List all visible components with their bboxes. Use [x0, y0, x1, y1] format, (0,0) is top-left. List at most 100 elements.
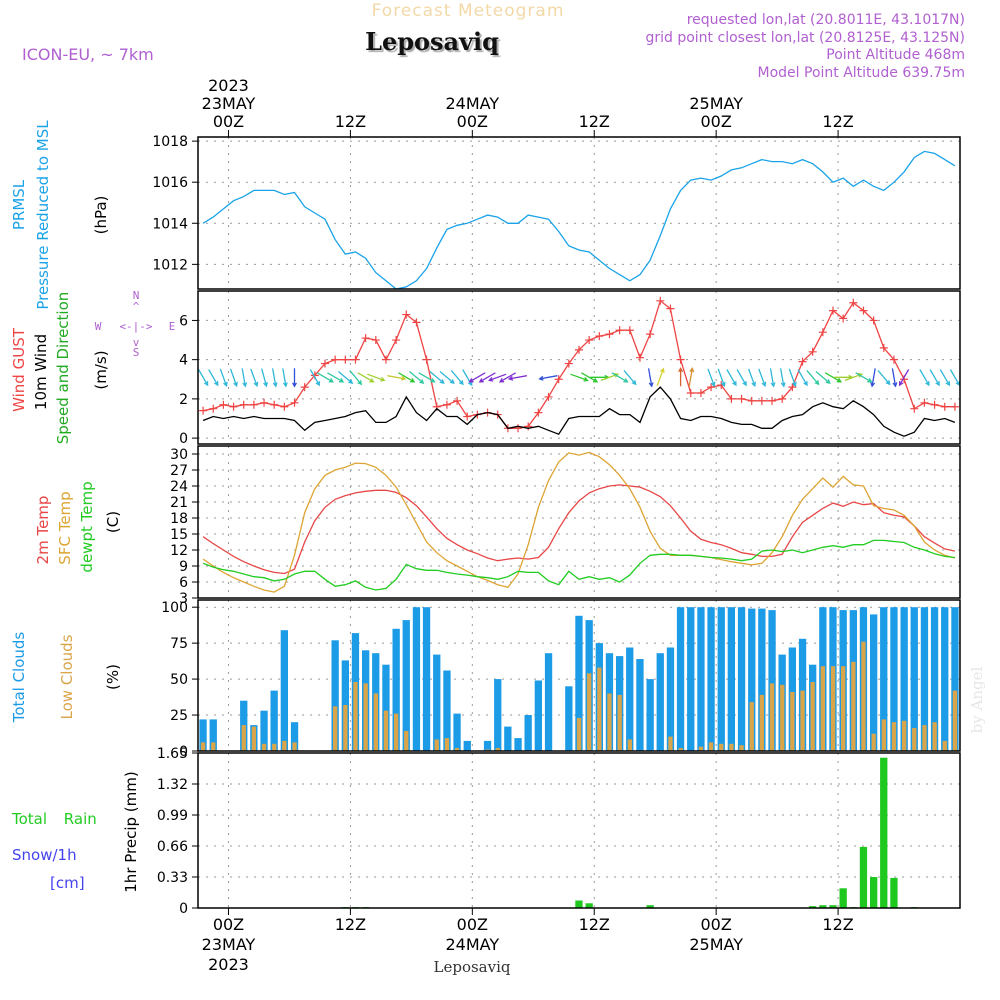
gust-marker	[585, 336, 594, 345]
wind-ylabel-line2: 10m Wind	[32, 334, 50, 410]
gust-marker	[737, 394, 746, 403]
cloud-ylabel-line2: Low Clouds	[58, 634, 76, 719]
temp-labels: 2m Temp SFC Temp dewpt Temp (C)	[34, 481, 122, 572]
total-rain-bar	[880, 757, 888, 908]
wind-direction-arrow	[877, 369, 891, 386]
top-axis-label: 12Z	[579, 112, 610, 131]
y-tick-label: 50	[170, 672, 188, 688]
gust-marker	[859, 306, 868, 315]
total-clouds-bar	[534, 680, 542, 751]
gust-marker	[402, 310, 411, 319]
bottom-axis-label: 12Z	[335, 915, 366, 934]
wind-direction-arrow	[387, 375, 407, 381]
wind-direction-arrow	[488, 373, 507, 382]
bottom-axis-label: 23MAY	[202, 935, 256, 954]
precip-label-snow: Snow/1h	[12, 846, 77, 864]
gust-marker	[646, 330, 655, 339]
total-clouds-bar	[870, 614, 878, 751]
gust-marker	[524, 422, 533, 431]
total-clouds-bar	[433, 654, 441, 751]
gust-marker	[554, 375, 563, 384]
wind-direction-arrow	[898, 369, 910, 387]
low-clouds-bar	[434, 739, 439, 751]
requested-coords: requested lon,lat (20.8011E, 43.1017N)	[687, 12, 965, 28]
top-axis-label: 25MAY	[689, 94, 743, 113]
gust-marker	[280, 402, 289, 411]
low-clouds-bar	[272, 743, 277, 751]
y-tick-label: 0.99	[157, 808, 188, 824]
y-tick-label: 0	[179, 431, 188, 447]
wind-direction-arrow	[468, 372, 486, 383]
gust-marker	[544, 392, 553, 401]
wind-direction-arrow	[747, 368, 757, 388]
gust-marker	[199, 406, 208, 415]
wind-direction-arrow	[219, 368, 228, 388]
gust-marker	[686, 389, 695, 397]
precip-unit: 1hr Precip (mm)	[122, 771, 140, 892]
top-axis-label: 12Z	[335, 112, 366, 131]
top-axis-label: 2023	[208, 76, 249, 95]
gust-marker	[534, 408, 543, 417]
sfc-temp-line	[202, 451, 956, 593]
top-axis-label: 00Z	[457, 112, 488, 131]
low-clouds-bar	[292, 742, 297, 751]
low-clouds-bar	[627, 739, 632, 751]
wind-direction-arrow	[581, 372, 599, 383]
total-clouds-bar	[483, 740, 492, 751]
total-rain-bar	[870, 877, 878, 908]
total-rain-bar	[809, 906, 817, 908]
y-tick-label: 1012	[152, 257, 188, 273]
top-axis-label: 24MAY	[445, 94, 499, 113]
low-clouds-bar	[394, 713, 399, 751]
gust-marker	[696, 389, 705, 397]
temp-ylabel-line2: SFC Temp	[56, 491, 74, 564]
gust-marker	[229, 402, 238, 411]
wind-direction-arrow	[418, 372, 436, 383]
gust-marker	[361, 334, 370, 343]
low-clouds-bar	[363, 683, 368, 751]
total-clouds-bar	[910, 607, 918, 751]
total-clouds-bar	[656, 653, 664, 751]
low-clouds-bar	[607, 693, 612, 751]
y-tick-label: 24	[170, 479, 188, 495]
wind-direction-arrow	[349, 369, 363, 386]
y-tick-label: 21	[170, 495, 188, 511]
wind-direction-arrow	[779, 368, 786, 388]
total-clouds-bar	[737, 607, 746, 751]
y-tick-label: 75	[170, 636, 188, 652]
compass-row: <-|->	[119, 320, 152, 333]
gust-marker	[625, 326, 634, 335]
y-tick-label: 27	[170, 463, 188, 479]
total-clouds-bar	[402, 620, 410, 751]
gust-marker	[239, 400, 248, 409]
gust-marker	[727, 394, 736, 403]
y-tick-label: 100	[161, 600, 188, 616]
y-tick-label: 0	[179, 744, 188, 760]
total-rain-bar	[646, 905, 654, 908]
low-clouds-bar	[749, 702, 754, 751]
low-clouds-bar	[820, 666, 825, 751]
y-tick-label: 15	[170, 527, 188, 543]
low-clouds-bar	[922, 725, 927, 751]
gust-marker	[869, 316, 878, 325]
total-clouds-bar	[880, 607, 888, 751]
gust-marker	[605, 330, 614, 339]
y-tick-label: 0	[179, 901, 188, 917]
bottom-axis-label: 00Z	[457, 915, 488, 934]
total-clouds-bar	[443, 670, 451, 751]
gust-marker	[442, 400, 451, 409]
gust-marker	[351, 355, 360, 364]
wind-direction-arrow	[229, 368, 238, 388]
model-label: ICON-EU, ~ 7km	[22, 45, 154, 64]
low-clouds-bar	[708, 742, 714, 751]
gust-marker	[910, 404, 919, 413]
total-clouds-bar	[392, 628, 400, 751]
total-clouds-bar	[280, 630, 288, 751]
total-clouds-bar	[646, 679, 654, 751]
total-clouds-bar	[890, 607, 898, 751]
wind-direction-arrow	[707, 368, 716, 388]
wind-direction-arrow	[891, 368, 898, 388]
low-clouds-bar	[587, 673, 592, 751]
low-clouds-bar	[932, 722, 937, 751]
